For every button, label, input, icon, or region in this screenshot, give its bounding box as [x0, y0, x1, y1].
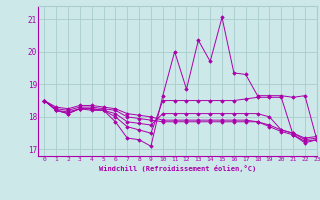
X-axis label: Windchill (Refroidissement éolien,°C): Windchill (Refroidissement éolien,°C) [99, 165, 256, 172]
